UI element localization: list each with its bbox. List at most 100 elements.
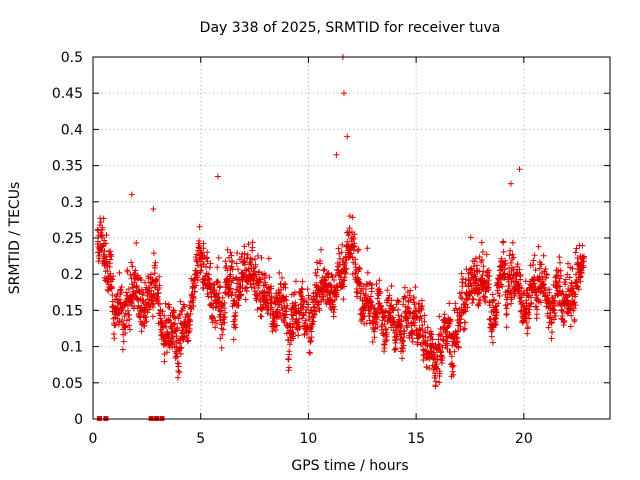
data-point: [262, 272, 269, 279]
data-point: [292, 299, 299, 306]
data-point: [503, 305, 510, 312]
data-point: [465, 276, 472, 283]
data-point: [503, 311, 510, 318]
data-point: [150, 292, 157, 299]
x-tick-label: 0: [89, 431, 98, 447]
data-point: [118, 289, 125, 296]
data-point: [575, 286, 582, 293]
data-point: [392, 339, 399, 346]
data-point: [507, 180, 514, 187]
data-point: [109, 291, 116, 298]
data-point: [180, 336, 187, 343]
data-point: [101, 247, 108, 254]
data-point: [181, 303, 188, 310]
data-point: [196, 237, 203, 244]
data-point: [551, 297, 558, 304]
data-point: [227, 249, 234, 256]
data-point: [499, 283, 506, 290]
data-point: [555, 279, 562, 286]
data-point: [122, 330, 129, 337]
data-point: [114, 306, 121, 313]
data-point: [298, 285, 305, 292]
data-point: [565, 260, 572, 267]
data-point: [356, 266, 363, 273]
data-point: [571, 299, 578, 306]
data-point: [531, 252, 538, 259]
data-point: [204, 258, 211, 265]
data-point: [252, 261, 259, 268]
data-point: [162, 300, 169, 307]
data-point: [249, 239, 256, 246]
data-point: [476, 300, 483, 307]
y-tick-label: 0.5: [61, 50, 83, 66]
data-point: [462, 308, 469, 315]
data-point: [548, 335, 555, 342]
data-point: [170, 321, 177, 328]
data-point: [457, 294, 464, 301]
data-point: [102, 261, 109, 268]
data-point: [241, 243, 248, 250]
data-point: [371, 328, 378, 335]
data-point: [149, 313, 156, 320]
y-tick-label: 0.3: [61, 195, 83, 211]
data-point: [214, 264, 221, 271]
data-point: [300, 298, 307, 305]
data-point: [493, 309, 500, 316]
data-point: [557, 283, 564, 290]
y-tick-labels: 0 0.05 0.1 0.15 0.2 0.25 0.3 0.35 0.4 0.45 0.5: [52, 50, 83, 428]
data-point: [208, 284, 215, 291]
data-point: [485, 277, 492, 284]
data-point: [553, 273, 560, 280]
data-point: [255, 252, 262, 259]
data-point: [569, 265, 576, 272]
data-point: [222, 258, 229, 265]
data-point: [451, 348, 458, 355]
data-point: [292, 278, 299, 285]
data-point: [302, 317, 309, 324]
data-point: [561, 318, 568, 325]
data-point: [296, 323, 303, 330]
y-tick-label: 0.25: [52, 231, 83, 247]
data-point: [331, 306, 338, 313]
data-point: [173, 333, 180, 340]
data-point: [376, 286, 383, 293]
data-point: [119, 346, 126, 353]
data-point: [295, 332, 302, 339]
data-point: [228, 263, 235, 270]
data-point: [109, 276, 116, 283]
data-point: [125, 322, 132, 329]
data-point: [548, 320, 555, 327]
data-point: [398, 323, 405, 330]
data-point: [518, 285, 525, 292]
data-point: [238, 254, 245, 261]
data-point: [104, 268, 111, 275]
data-point: [307, 338, 314, 345]
data-point: [480, 268, 487, 275]
data-point: [422, 334, 429, 341]
data-point: [382, 308, 389, 315]
data-point: [290, 331, 297, 338]
data-point: [572, 249, 579, 256]
data-point: [217, 283, 224, 290]
data-point: [206, 276, 213, 283]
data-point: [578, 270, 585, 277]
data-point: [419, 303, 426, 310]
data-point: [221, 319, 228, 326]
data-point: [349, 214, 356, 221]
data-point: [266, 274, 273, 281]
data-point: [205, 271, 212, 278]
data-point: [212, 324, 219, 331]
data-point: [292, 302, 299, 309]
data-point: [179, 307, 186, 314]
data-point: [285, 356, 292, 363]
data-point: [507, 247, 514, 254]
data-point: [192, 282, 199, 289]
data-point: [535, 243, 542, 250]
data-point: [562, 276, 569, 283]
data-point: [196, 223, 203, 230]
data-point: [532, 267, 539, 274]
data-points: [94, 54, 588, 421]
data-point: [105, 287, 112, 294]
data-point: [126, 326, 133, 333]
data-point: [339, 241, 346, 248]
